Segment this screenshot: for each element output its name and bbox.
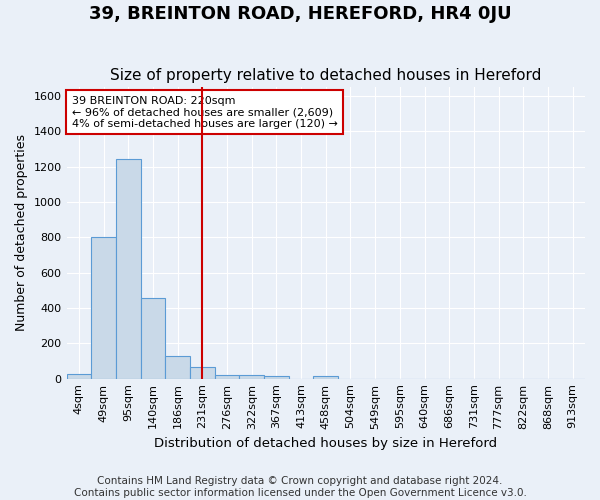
Bar bbox=[190, 367, 215, 378]
Title: Size of property relative to detached houses in Hereford: Size of property relative to detached ho… bbox=[110, 68, 541, 83]
Bar bbox=[313, 376, 338, 378]
Text: 39, BREINTON ROAD, HEREFORD, HR4 0JU: 39, BREINTON ROAD, HEREFORD, HR4 0JU bbox=[89, 5, 511, 23]
Text: 39 BREINTON ROAD: 220sqm
← 96% of detached houses are smaller (2,609)
4% of semi: 39 BREINTON ROAD: 220sqm ← 96% of detach… bbox=[72, 96, 338, 129]
Bar bbox=[67, 374, 91, 378]
Bar bbox=[264, 376, 289, 378]
Bar bbox=[140, 298, 165, 378]
Bar bbox=[116, 160, 140, 378]
Bar bbox=[215, 375, 239, 378]
X-axis label: Distribution of detached houses by size in Hereford: Distribution of detached houses by size … bbox=[154, 437, 497, 450]
Bar bbox=[239, 375, 264, 378]
Bar bbox=[165, 356, 190, 378]
Bar bbox=[91, 237, 116, 378]
Y-axis label: Number of detached properties: Number of detached properties bbox=[15, 134, 28, 332]
Text: Contains HM Land Registry data © Crown copyright and database right 2024.
Contai: Contains HM Land Registry data © Crown c… bbox=[74, 476, 526, 498]
